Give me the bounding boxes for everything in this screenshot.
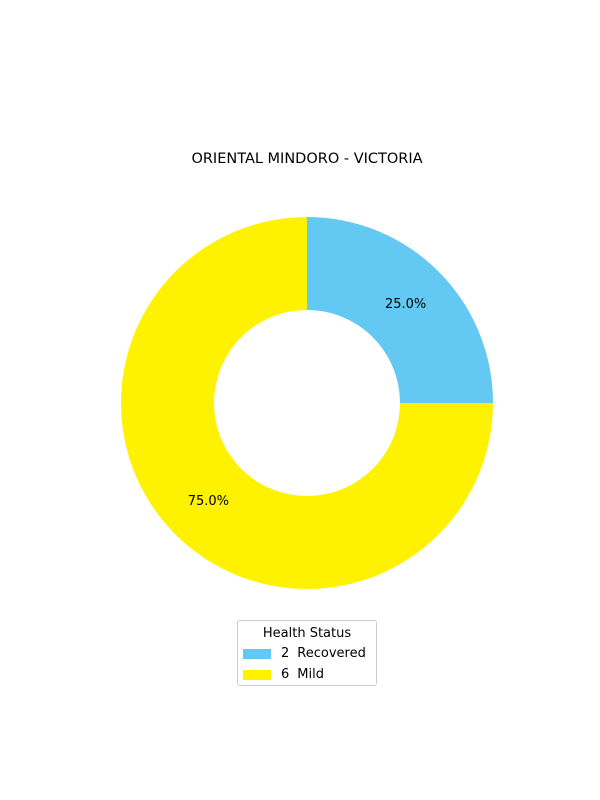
- legend-swatch-mild: [243, 669, 271, 680]
- legend-entry-mild: 6 Mild: [238, 664, 376, 685]
- legend-entry-recovered: 2 Recovered: [238, 643, 376, 664]
- legend-entry-value: 6: [281, 667, 290, 682]
- percent-label-recovered: 25.0%: [385, 297, 426, 312]
- legend-entry-label: Mild: [297, 667, 324, 682]
- slice-recovered: [307, 217, 493, 403]
- percent-labels-group: 25.0% 75.0%: [188, 297, 427, 509]
- chart-title: ORIENTAL MINDORO - VICTORIA: [191, 151, 422, 167]
- percent-label-mild: 75.0%: [188, 494, 229, 509]
- legend: Health Status 2 Recovered 6 Mild: [237, 620, 377, 686]
- legend-title: Health Status: [262, 626, 352, 641]
- legend-entry-value: 2: [281, 646, 290, 661]
- slices-group: [121, 217, 493, 589]
- legend-swatch-recovered: [243, 648, 271, 659]
- legend-entry-label: Recovered: [297, 646, 366, 661]
- slice-mild: [121, 217, 493, 589]
